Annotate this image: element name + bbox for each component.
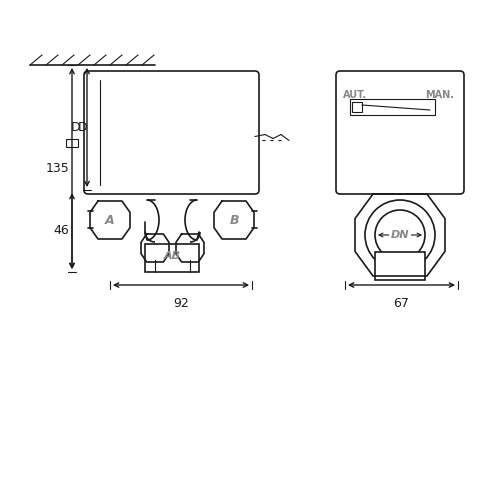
- Bar: [375, 252, 425, 280]
- Text: DN: DN: [391, 230, 409, 240]
- Text: D: D: [78, 121, 87, 134]
- Bar: [350, 99, 435, 115]
- Text: MAN.: MAN.: [426, 90, 454, 100]
- Text: D: D: [70, 121, 80, 134]
- FancyBboxPatch shape: [84, 71, 259, 194]
- Bar: [145, 244, 199, 272]
- Text: AUT.: AUT.: [343, 90, 367, 100]
- Text: 67: 67: [394, 297, 409, 310]
- Text: 46: 46: [53, 224, 69, 237]
- Text: 92: 92: [173, 297, 189, 310]
- Text: A: A: [105, 214, 115, 226]
- Text: AB: AB: [164, 251, 180, 261]
- Bar: [66, 138, 78, 146]
- Bar: [352, 102, 362, 112]
- Text: B: B: [229, 214, 239, 226]
- FancyBboxPatch shape: [336, 71, 464, 194]
- Text: 135: 135: [45, 162, 69, 175]
